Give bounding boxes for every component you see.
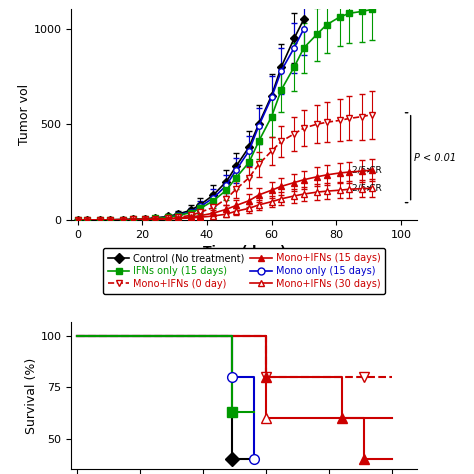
Y-axis label: Survival (%): Survival (%) bbox=[25, 357, 37, 434]
Text: 2/5 CR: 2/5 CR bbox=[353, 165, 382, 174]
Y-axis label: Tumor vol: Tumor vol bbox=[18, 84, 31, 145]
Legend: Control (No treatment), IFNs only (15 days), Mono+IFNs (0 day), Mono+IFNs (15 da: Control (No treatment), IFNs only (15 da… bbox=[103, 248, 385, 294]
Text: 2/5 CR: 2/5 CR bbox=[353, 184, 382, 193]
Text: P < 0.01: P < 0.01 bbox=[414, 153, 456, 163]
X-axis label: Time (days): Time (days) bbox=[203, 245, 285, 258]
